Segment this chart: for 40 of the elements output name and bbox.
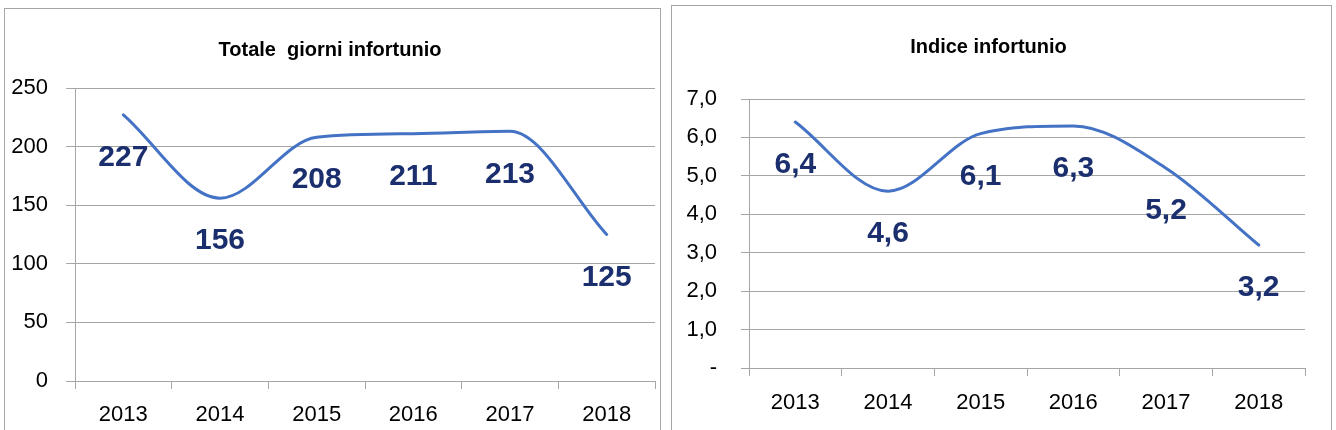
- x-tick-label: 2016: [388, 401, 438, 427]
- data-label: 125: [581, 258, 632, 292]
- data-label: 4,6: [867, 215, 909, 249]
- x-tick-label: 2016: [1048, 389, 1098, 415]
- y-tick-label: 250: [11, 74, 48, 100]
- data-label: 6,1: [959, 157, 1002, 191]
- data-label: 3,2: [1237, 269, 1280, 303]
- x-tick-label: 2013: [98, 401, 148, 427]
- y-tick-label: 1,0: [686, 315, 717, 341]
- x-tick-label: 2017: [1141, 389, 1191, 415]
- x-tick-label: 2014: [863, 389, 913, 415]
- x-tick-label: 2014: [195, 401, 245, 427]
- x-tick-label: 2017: [485, 401, 535, 427]
- y-tick-label: 5,0: [686, 161, 717, 187]
- y-tick-label: 0: [35, 367, 48, 393]
- chart-title: Totale giorni infortunio: [218, 37, 442, 60]
- y-tick-label: 100: [11, 249, 48, 275]
- data-label: 5,2: [1145, 192, 1187, 226]
- y-tick-label: 150: [11, 191, 48, 217]
- y-tick-label: -: [709, 354, 717, 380]
- x-tick-label: 2018: [582, 401, 632, 427]
- y-tick-label: 50: [23, 308, 48, 334]
- data-label: 208: [291, 161, 342, 195]
- chart-title: Indice infortunio: [910, 34, 1067, 57]
- y-tick-label: 4,0: [686, 200, 717, 226]
- x-tick-label: 2013: [770, 389, 820, 415]
- y-tick-label: 3,0: [686, 238, 717, 264]
- data-label: 213: [484, 155, 536, 189]
- y-tick-label: 6,0: [686, 123, 717, 149]
- x-tick-label: 2015: [292, 401, 342, 427]
- data-label: 6,4: [774, 146, 817, 180]
- data-label: 156: [194, 222, 246, 256]
- data-label: 6,3: [1052, 150, 1095, 184]
- x-tick-label: 2015: [956, 389, 1006, 415]
- data-label: 211: [389, 157, 438, 191]
- y-tick-label: 7,0: [686, 85, 717, 111]
- data-label: 227: [98, 139, 149, 173]
- y-tick-label: 2,0: [686, 277, 717, 303]
- y-tick-label: 200: [11, 132, 48, 158]
- x-tick-label: 2018: [1234, 389, 1284, 415]
